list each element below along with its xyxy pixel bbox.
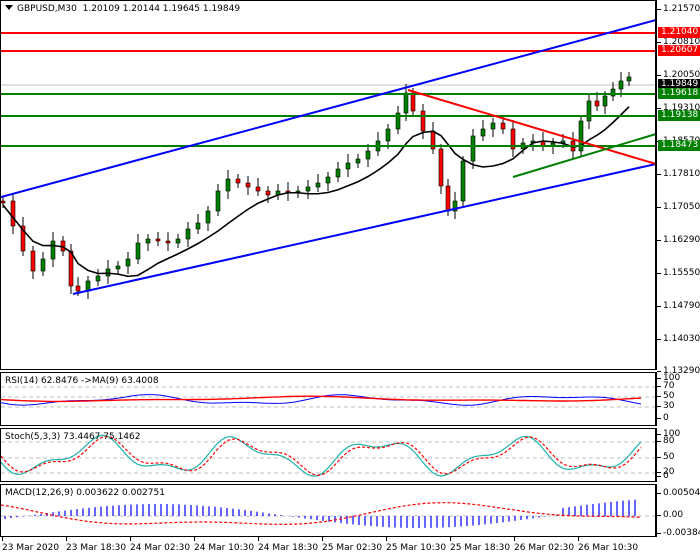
price-level-label: 1.20607 bbox=[658, 45, 700, 56]
stoch-title: Stoch(5,3,3) 73.4467 75.1462 bbox=[5, 432, 141, 442]
time-label: 23 Mar 18:30 bbox=[66, 543, 127, 553]
price-tick bbox=[657, 9, 661, 10]
price-tick-label: 1.19310 bbox=[663, 103, 700, 113]
axis-tick bbox=[657, 396, 661, 397]
time-label: 25 Mar 18:30 bbox=[450, 543, 511, 553]
price-level-label: 1.18473 bbox=[658, 140, 700, 151]
axis-tick bbox=[657, 476, 661, 477]
axis-tick bbox=[657, 457, 661, 458]
price-level-label: 1.21040 bbox=[658, 27, 700, 38]
time-tick bbox=[194, 537, 195, 541]
axis-label: -0.003843 bbox=[663, 528, 700, 538]
price-tick-label: 1.15550 bbox=[663, 268, 700, 278]
time-tick bbox=[322, 537, 323, 541]
price-level-label: 1.19618 bbox=[658, 88, 700, 99]
axis-label: 50 bbox=[663, 452, 675, 462]
axis-label: 30 bbox=[663, 401, 675, 411]
axis-label: 80 bbox=[663, 436, 675, 446]
price-tick bbox=[657, 75, 661, 76]
chart-title: GBPUSD,M30 1.20109 1.20144 1.19645 1.198… bbox=[5, 4, 240, 14]
axis-tick bbox=[657, 515, 661, 516]
time-label: 25 Mar 10:30 bbox=[386, 543, 447, 553]
triangle-down-icon[interactable] bbox=[5, 5, 13, 10]
macd-chart bbox=[1, 499, 655, 528]
time-label: 26 Mar 02:30 bbox=[514, 543, 575, 553]
time-tick bbox=[2, 537, 3, 541]
price-tick bbox=[657, 42, 661, 43]
axis-label: 20 bbox=[663, 467, 675, 477]
axis-tick bbox=[657, 441, 661, 442]
rsi-chart bbox=[1, 386, 655, 408]
price-level-label: 1.19138 bbox=[658, 110, 700, 121]
axis-label: 100 bbox=[663, 373, 681, 383]
axis-tick bbox=[657, 533, 661, 534]
time-label: 23 Mar 2020 bbox=[2, 543, 60, 553]
price-tick-label: 1.14790 bbox=[663, 301, 700, 311]
rsi-pane[interactable]: RSI(14) 62.8476 ->MA(9) 63.4008 bbox=[0, 372, 656, 426]
symbol-label: GBPUSD,M30 bbox=[17, 4, 77, 14]
time-tick bbox=[386, 537, 387, 541]
axis-tick bbox=[657, 406, 661, 407]
axis-label: 0.005046 bbox=[663, 488, 700, 498]
price-tick-label: 1.20810 bbox=[663, 37, 700, 47]
price-tick bbox=[657, 108, 661, 109]
stoch-chart bbox=[1, 434, 655, 477]
axis-tick bbox=[657, 378, 661, 379]
price-tick bbox=[657, 339, 661, 340]
price-tick-label: 1.21570 bbox=[663, 4, 700, 14]
price-tick bbox=[657, 371, 661, 372]
price-tick-label: 1.13290 bbox=[663, 366, 700, 376]
time-label: 24 Mar 18:30 bbox=[258, 543, 319, 553]
time-tick bbox=[578, 537, 579, 541]
time-label: 25 Mar 02:30 bbox=[322, 543, 383, 553]
ohlc-values: 1.20109 1.20144 1.19645 1.19849 bbox=[82, 4, 241, 14]
axis-tick bbox=[657, 418, 661, 419]
stoch-axis: 100 80 50 20 0 bbox=[656, 428, 700, 482]
main-chart-pane[interactable]: GBPUSD,M30 1.20109 1.20144 1.19645 1.198… bbox=[0, 0, 656, 370]
axis-label: 0 bbox=[663, 471, 669, 481]
price-tick-label: 1.14030 bbox=[663, 334, 700, 344]
axis-tick bbox=[657, 434, 661, 435]
macd-pane[interactable]: MACD(12,26,9) 0.003622 0.002751 bbox=[0, 484, 656, 537]
axis-label: 100 bbox=[663, 429, 681, 439]
time-label: 24 Mar 02:30 bbox=[130, 543, 191, 553]
price-level-label: 1.19849 bbox=[658, 79, 700, 90]
price-tick bbox=[657, 207, 661, 208]
price-tick bbox=[657, 240, 661, 241]
price-chart[interactable] bbox=[1, 1, 656, 370]
rsi-axis: 100 70 50 30 0 bbox=[656, 372, 700, 426]
price-tick-label: 1.20050 bbox=[663, 70, 700, 80]
price-tick-label: 1.17810 bbox=[663, 169, 700, 179]
axis-tick bbox=[657, 472, 661, 473]
axis-label: 0.00 bbox=[663, 510, 684, 520]
price-tick-label: 1.17050 bbox=[663, 202, 700, 212]
price-tick bbox=[657, 306, 661, 307]
axis-tick bbox=[657, 386, 661, 387]
macd-axis: 0.005046 0.00 -0.003843 bbox=[656, 484, 700, 538]
price-tick-label: 1.16290 bbox=[663, 235, 700, 245]
rsi-title: RSI(14) 62.8476 ->MA(9) 63.4008 bbox=[5, 376, 159, 386]
macd-title: MACD(12,26,9) 0.003622 0.002751 bbox=[5, 488, 165, 498]
price-axis[interactable]: 1.215701.208101.200501.193101.185701.178… bbox=[656, 0, 700, 376]
axis-label: 50 bbox=[663, 391, 675, 401]
time-tick bbox=[450, 537, 451, 541]
axis-tick bbox=[657, 493, 661, 494]
time-tick bbox=[258, 537, 259, 541]
time-axis[interactable]: 23 Mar 2020 23 Mar 18:30 24 Mar 02:30 24 Ma… bbox=[0, 537, 656, 560]
time-tick bbox=[514, 537, 515, 541]
axis-label: 0 bbox=[663, 413, 669, 423]
time-label: 24 Mar 10:30 bbox=[194, 543, 255, 553]
time-tick bbox=[66, 537, 67, 541]
price-tick bbox=[657, 273, 661, 274]
axis-label: 70 bbox=[663, 381, 675, 391]
stoch-pane[interactable]: Stoch(5,3,3) 73.4467 75.1462 bbox=[0, 428, 656, 482]
time-tick bbox=[130, 537, 131, 541]
price-tick bbox=[657, 174, 661, 175]
time-label: 26 Mar 10:30 bbox=[578, 543, 639, 553]
